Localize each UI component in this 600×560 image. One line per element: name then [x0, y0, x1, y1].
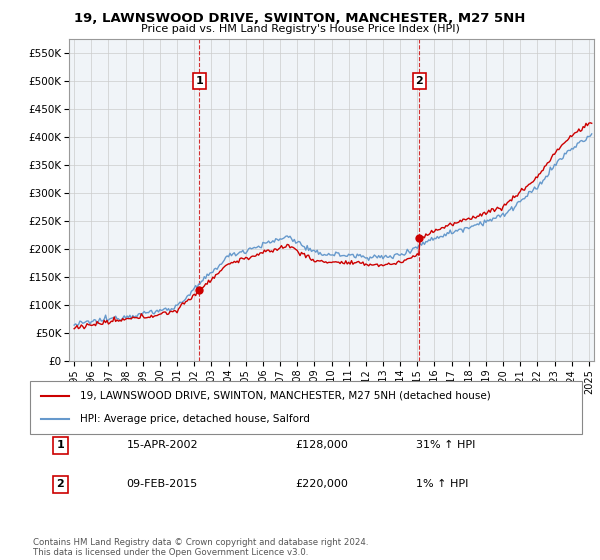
Text: 19, LAWNSWOOD DRIVE, SWINTON, MANCHESTER, M27 5NH: 19, LAWNSWOOD DRIVE, SWINTON, MANCHESTER… — [74, 12, 526, 25]
Text: 1: 1 — [56, 440, 64, 450]
Text: £128,000: £128,000 — [295, 440, 348, 450]
Text: 19, LAWNSWOOD DRIVE, SWINTON, MANCHESTER, M27 5NH (detached house): 19, LAWNSWOOD DRIVE, SWINTON, MANCHESTER… — [80, 391, 490, 401]
Text: Contains HM Land Registry data © Crown copyright and database right 2024.
This d: Contains HM Land Registry data © Crown c… — [33, 538, 368, 557]
Text: 1% ↑ HPI: 1% ↑ HPI — [416, 479, 469, 489]
Text: £220,000: £220,000 — [295, 479, 348, 489]
Text: 31% ↑ HPI: 31% ↑ HPI — [416, 440, 476, 450]
Text: 15-APR-2002: 15-APR-2002 — [127, 440, 198, 450]
Text: 09-FEB-2015: 09-FEB-2015 — [127, 479, 198, 489]
Text: Price paid vs. HM Land Registry's House Price Index (HPI): Price paid vs. HM Land Registry's House … — [140, 24, 460, 34]
FancyBboxPatch shape — [30, 381, 582, 434]
Text: 2: 2 — [415, 76, 423, 86]
Text: 2: 2 — [56, 479, 64, 489]
Text: 1: 1 — [196, 76, 203, 86]
Text: HPI: Average price, detached house, Salford: HPI: Average price, detached house, Salf… — [80, 414, 310, 424]
